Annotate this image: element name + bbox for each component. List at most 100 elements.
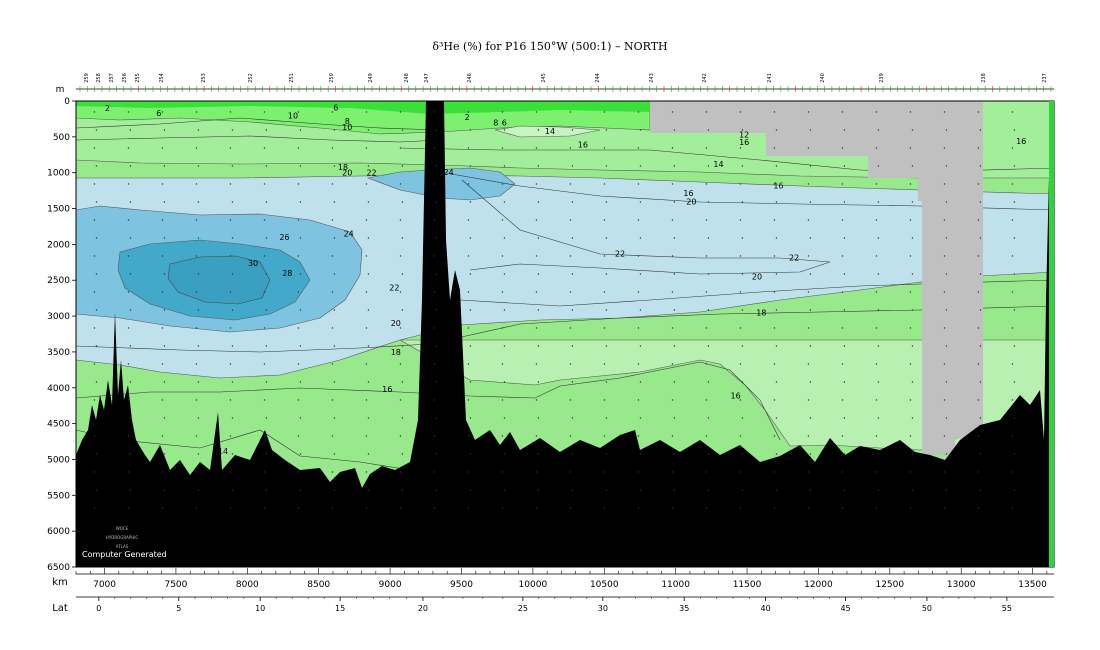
sample-dot <box>297 327 300 329</box>
sample-dot <box>841 507 844 509</box>
sample-dot <box>365 219 368 221</box>
sample-dot <box>741 345 744 347</box>
sample-dot <box>93 471 96 473</box>
lat-axis-label: Lat <box>52 603 68 614</box>
sample-dot <box>467 255 470 257</box>
sample-dot <box>501 507 504 509</box>
sample-dot <box>911 417 914 419</box>
sample-dot <box>877 165 880 167</box>
km-tick-label: 9000 <box>379 580 402 590</box>
sample-dot <box>707 345 710 347</box>
sample-dot <box>399 471 402 473</box>
sample-dot <box>435 417 438 419</box>
sample-dot <box>401 201 404 203</box>
sample-dot <box>93 363 96 365</box>
sample-dot <box>433 147 436 149</box>
sample-dot <box>637 435 640 437</box>
sample-dot <box>503 129 506 131</box>
station-label: 249 <box>368 73 374 83</box>
sample-dot <box>469 165 472 167</box>
contour-label: 24 <box>344 230 354 239</box>
sample-dot <box>231 165 234 167</box>
sample-dot <box>231 489 234 491</box>
sample-dot <box>739 147 742 149</box>
sample-dot <box>807 291 810 293</box>
sample-dot <box>331 147 334 149</box>
sample-dot <box>1013 201 1016 203</box>
green-right-edge <box>1049 101 1054 567</box>
sample-dot <box>501 219 504 221</box>
sample-dot <box>127 327 130 329</box>
station-label: 254 <box>159 73 165 83</box>
sample-dot <box>333 453 336 455</box>
watermark-line4: Computer Generated <box>82 550 167 559</box>
sample-dot <box>265 381 268 383</box>
sample-dot <box>977 183 980 185</box>
sample-dot <box>467 435 470 437</box>
sample-dot <box>127 219 130 221</box>
sample-dot <box>367 417 370 419</box>
sample-dot <box>537 489 540 491</box>
sample-dot <box>843 237 846 239</box>
sample-dot <box>367 237 370 239</box>
sample-dot <box>605 489 608 491</box>
sample-dot <box>843 453 846 455</box>
sample-dot <box>841 255 844 257</box>
contour-label: 16 <box>382 385 392 394</box>
sample-dot <box>637 327 640 329</box>
sample-dot <box>909 471 912 473</box>
sample-dot <box>809 381 812 383</box>
sample-dot <box>231 129 234 131</box>
sample-dot <box>843 309 846 311</box>
station-label: 243 <box>649 73 655 83</box>
sample-dot <box>673 273 676 275</box>
woce-watermark: WOCE HYDROGRAPHIC ATLAS Computer Generat… <box>82 526 167 559</box>
sample-dot <box>909 219 912 221</box>
sample-dot <box>503 453 506 455</box>
sample-dot <box>93 219 96 221</box>
sample-dot <box>433 111 436 113</box>
sample-dot <box>637 111 640 113</box>
contour-label: 10 <box>288 111 298 120</box>
sample-dot <box>127 507 130 509</box>
sample-dot <box>333 381 336 383</box>
sample-dot <box>1011 507 1014 509</box>
sample-dot <box>843 273 846 275</box>
sample-dot <box>331 111 334 113</box>
lat-tick-label: 50 <box>922 604 932 613</box>
depth-tick-label: 3000 <box>47 312 70 322</box>
km-tick-label: 11500 <box>733 580 762 590</box>
sample-dot <box>639 345 642 347</box>
sample-dot <box>263 327 266 329</box>
sample-dot <box>93 399 96 401</box>
sample-dot <box>639 489 642 491</box>
sample-dot <box>773 291 776 293</box>
sample-dot <box>705 111 708 113</box>
sample-dot <box>843 165 846 167</box>
contour-label: 12 <box>739 131 749 140</box>
sample-dot <box>909 111 912 113</box>
sample-dot <box>671 507 674 509</box>
contour-label: 28 <box>282 269 292 278</box>
sample-dot <box>399 219 402 221</box>
sample-dot <box>231 237 234 239</box>
band-surface-top <box>76 101 650 114</box>
sample-dot <box>673 309 676 311</box>
sample-dot <box>365 507 368 509</box>
sample-dot <box>435 273 438 275</box>
sample-dot <box>637 363 640 365</box>
contour-label: 10 <box>342 123 352 132</box>
station-label: 247 <box>424 73 430 83</box>
sample-dot <box>943 471 946 473</box>
sample-dot <box>943 435 946 437</box>
sample-dot <box>365 363 368 365</box>
sample-dot <box>469 237 472 239</box>
sample-dot <box>231 381 234 383</box>
sample-dot <box>331 255 334 257</box>
km-tick-label: 11000 <box>661 580 690 590</box>
sample-dot <box>809 201 812 203</box>
sample-dot <box>229 399 232 401</box>
sample-dot <box>469 453 472 455</box>
sample-dot <box>773 471 776 473</box>
